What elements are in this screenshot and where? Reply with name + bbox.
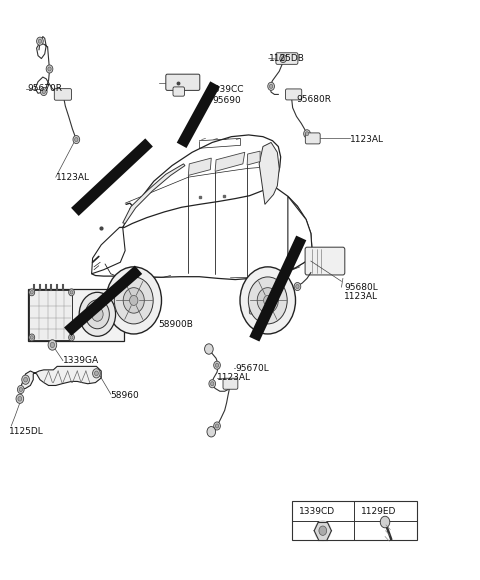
Circle shape <box>207 426 216 437</box>
Circle shape <box>70 291 73 294</box>
Circle shape <box>268 82 275 90</box>
Bar <box>292 501 417 540</box>
Text: 95670R: 95670R <box>27 84 62 93</box>
FancyBboxPatch shape <box>54 89 72 100</box>
Circle shape <box>259 300 267 310</box>
Text: 95680L: 95680L <box>344 282 378 292</box>
Circle shape <box>106 267 161 334</box>
Circle shape <box>92 307 103 321</box>
Circle shape <box>29 334 35 341</box>
Circle shape <box>42 89 46 93</box>
FancyBboxPatch shape <box>276 53 298 64</box>
Polygon shape <box>123 164 185 223</box>
Circle shape <box>314 520 331 541</box>
Circle shape <box>274 294 277 298</box>
Text: 1123AL: 1123AL <box>56 173 90 182</box>
Polygon shape <box>92 227 125 274</box>
Circle shape <box>114 277 153 324</box>
Text: 1125DL: 1125DL <box>9 427 44 436</box>
Circle shape <box>30 291 33 294</box>
Circle shape <box>211 382 214 386</box>
FancyBboxPatch shape <box>29 290 72 340</box>
Circle shape <box>305 132 309 136</box>
Text: 1339CC: 1339CC <box>209 85 244 94</box>
Polygon shape <box>20 367 101 390</box>
Circle shape <box>16 394 24 404</box>
Circle shape <box>280 55 287 63</box>
Circle shape <box>38 39 42 44</box>
FancyBboxPatch shape <box>28 289 124 341</box>
FancyBboxPatch shape <box>173 87 184 96</box>
Circle shape <box>17 386 24 394</box>
Circle shape <box>50 342 55 347</box>
Circle shape <box>85 300 109 329</box>
Text: 1123AL: 1123AL <box>344 292 378 302</box>
Polygon shape <box>247 151 260 165</box>
Circle shape <box>70 336 73 339</box>
Circle shape <box>22 375 29 385</box>
Text: 95670L: 95670L <box>235 364 269 372</box>
Circle shape <box>30 336 33 339</box>
Text: 1125DB: 1125DB <box>269 54 305 63</box>
FancyBboxPatch shape <box>166 74 200 90</box>
FancyBboxPatch shape <box>286 89 302 100</box>
Text: 1129ED: 1129ED <box>361 506 396 516</box>
Circle shape <box>69 334 74 341</box>
Circle shape <box>214 422 220 430</box>
Circle shape <box>74 137 78 142</box>
Circle shape <box>79 292 116 336</box>
Polygon shape <box>92 176 312 280</box>
Circle shape <box>264 295 272 306</box>
Circle shape <box>319 526 327 535</box>
Circle shape <box>216 424 219 428</box>
Circle shape <box>24 378 27 382</box>
Circle shape <box>69 289 74 296</box>
Circle shape <box>73 136 80 144</box>
Circle shape <box>257 288 278 313</box>
FancyBboxPatch shape <box>249 303 264 314</box>
FancyBboxPatch shape <box>305 247 345 275</box>
Circle shape <box>36 37 43 45</box>
Text: 95690: 95690 <box>213 96 241 105</box>
Circle shape <box>273 292 279 300</box>
Polygon shape <box>259 143 279 204</box>
Circle shape <box>48 340 57 350</box>
Circle shape <box>29 289 35 296</box>
Polygon shape <box>120 135 281 227</box>
Circle shape <box>304 130 311 138</box>
Circle shape <box>248 277 287 324</box>
Circle shape <box>123 288 144 313</box>
Circle shape <box>204 344 213 354</box>
Circle shape <box>294 282 301 291</box>
Circle shape <box>296 285 299 289</box>
Circle shape <box>214 361 220 369</box>
Circle shape <box>93 369 100 378</box>
Circle shape <box>380 516 390 528</box>
Circle shape <box>130 295 138 306</box>
Circle shape <box>48 67 51 71</box>
Circle shape <box>46 65 53 73</box>
Circle shape <box>19 387 23 392</box>
Circle shape <box>95 371 98 376</box>
Polygon shape <box>288 196 312 268</box>
Text: 95680R: 95680R <box>297 95 332 104</box>
Circle shape <box>18 397 22 401</box>
Text: 1123AL: 1123AL <box>350 135 384 144</box>
Text: 1339GA: 1339GA <box>63 356 99 365</box>
Polygon shape <box>215 153 245 171</box>
Text: 1339CD: 1339CD <box>299 506 335 516</box>
Circle shape <box>240 267 296 334</box>
Text: 58900B: 58900B <box>158 320 193 329</box>
Circle shape <box>209 380 216 388</box>
Polygon shape <box>188 158 211 175</box>
Circle shape <box>216 363 219 367</box>
Text: 58960: 58960 <box>111 391 140 400</box>
FancyBboxPatch shape <box>305 133 320 144</box>
Text: 1123AL: 1123AL <box>217 374 251 382</box>
FancyBboxPatch shape <box>223 378 238 389</box>
Circle shape <box>269 84 273 88</box>
Circle shape <box>40 88 47 96</box>
Circle shape <box>281 56 285 60</box>
